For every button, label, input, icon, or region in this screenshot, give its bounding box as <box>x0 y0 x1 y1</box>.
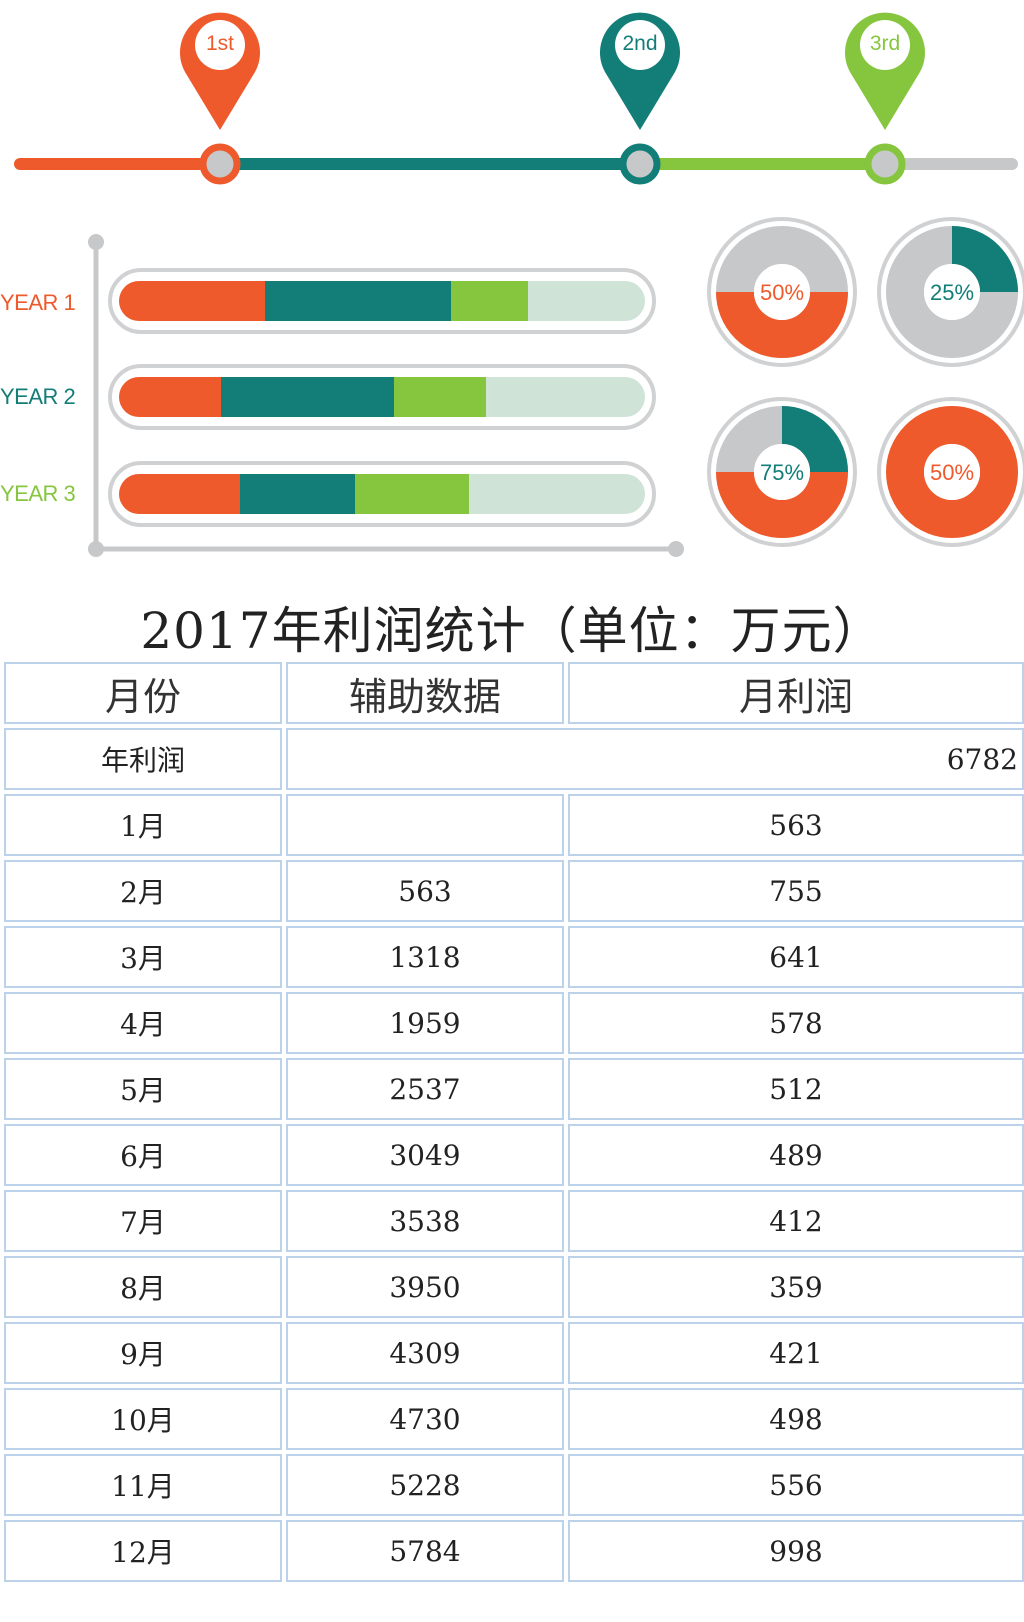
cell-aux: 2537 <box>286 1058 564 1120</box>
cell-month: 8月 <box>4 1256 282 1318</box>
cell-profit: 578 <box>568 992 1024 1054</box>
table-row: 2月 563 755 <box>4 860 1024 922</box>
cell-aux: 5228 <box>286 1454 564 1516</box>
table-row: 4月 1959 578 <box>4 992 1024 1054</box>
cell-aux: 1318 <box>286 926 564 988</box>
year-label-3: YEAR 3 <box>0 481 76 506</box>
cell-profit: 998 <box>568 1520 1024 1582</box>
header-aux: 辅助数据 <box>286 662 564 724</box>
cell-month: 11月 <box>4 1454 282 1516</box>
infographic: 1st 2nd 3rd YEAR 1 YEAR 2 YEAR 3 50% 25%… <box>0 0 1024 600</box>
donut-chart-2 <box>877 217 1024 367</box>
table-row: 7月 3538 412 <box>4 1190 1024 1252</box>
map-pin-icon <box>845 12 925 131</box>
donut-chart-3 <box>707 397 857 547</box>
year-total-value: 6782 <box>286 728 1024 790</box>
table-row: 3月 1318 641 <box>4 926 1024 988</box>
cell-month: 2月 <box>4 860 282 922</box>
year-label-1: YEAR 1 <box>0 290 76 315</box>
cell-month: 3月 <box>4 926 282 988</box>
pin-label-1st: 1st <box>205 32 234 55</box>
bar-axes <box>88 234 684 557</box>
donut-label-1: 50% <box>759 280 805 305</box>
cell-month: 12月 <box>4 1520 282 1582</box>
cell-month: 6月 <box>4 1124 282 1186</box>
profit-table-container: 月份 辅助数据 月利润 年利润 6782 1月 563 2月 563 755 3月 13… <box>0 658 1024 1586</box>
cell-aux <box>286 794 564 856</box>
cell-month: 10月 <box>4 1388 282 1450</box>
profit-table: 月份 辅助数据 月利润 年利润 6782 1月 563 2月 563 755 3月 13… <box>0 658 1024 1586</box>
cell-aux: 3950 <box>286 1256 564 1318</box>
progress-bar-year-1 <box>108 268 656 334</box>
cell-profit: 512 <box>568 1058 1024 1120</box>
infographic-graphics <box>14 12 1024 557</box>
cell-profit: 421 <box>568 1322 1024 1384</box>
table-row: 6月 3049 489 <box>4 1124 1024 1186</box>
cell-profit: 489 <box>568 1124 1024 1186</box>
cell-profit: 641 <box>568 926 1024 988</box>
table-row: 11月 5228 556 <box>4 1454 1024 1516</box>
cell-month: 4月 <box>4 992 282 1054</box>
header-month: 月份 <box>4 662 282 724</box>
pin-label-2nd: 2nd <box>622 32 658 55</box>
cell-aux: 5784 <box>286 1520 564 1582</box>
table-row: 9月 4309 421 <box>4 1322 1024 1384</box>
donut-label-2: 25% <box>929 280 975 305</box>
cell-profit: 498 <box>568 1388 1024 1450</box>
progress-bar-year-3 <box>108 461 656 527</box>
cell-month: 7月 <box>4 1190 282 1252</box>
timeline-node-2 <box>619 143 661 185</box>
table-row: 10月 4730 498 <box>4 1388 1024 1450</box>
pin-label-3rd: 3rd <box>869 32 901 55</box>
cell-month: 5月 <box>4 1058 282 1120</box>
cell-aux: 4730 <box>286 1388 564 1450</box>
page-title: 2017年利润统计（单位：万元） <box>140 602 884 660</box>
timeline-node-3 <box>864 143 906 185</box>
cell-aux: 1959 <box>286 992 564 1054</box>
cell-profit: 563 <box>568 794 1024 856</box>
cell-aux: 3049 <box>286 1124 564 1186</box>
progress-bar-year-2 <box>108 364 656 430</box>
cell-aux: 563 <box>286 860 564 922</box>
map-pin-icon <box>180 12 260 131</box>
cell-aux: 3538 <box>286 1190 564 1252</box>
timeline-node-1 <box>199 143 241 185</box>
year-total-row: 年利润 6782 <box>4 728 1024 790</box>
table-row: 1月 563 <box>4 794 1024 856</box>
timeline <box>14 143 1018 185</box>
table-row: 8月 3950 359 <box>4 1256 1024 1318</box>
cell-month: 9月 <box>4 1322 282 1384</box>
year-total-label: 年利润 <box>4 728 282 790</box>
table-row: 5月 2537 512 <box>4 1058 1024 1120</box>
donut-chart-4 <box>877 397 1024 547</box>
cell-aux: 4309 <box>286 1322 564 1384</box>
table-header-row: 月份 辅助数据 月利润 <box>4 662 1024 724</box>
donut-label-3: 75% <box>759 460 805 485</box>
table-row: 12月 5784 998 <box>4 1520 1024 1582</box>
cell-profit: 755 <box>568 860 1024 922</box>
cell-profit: 412 <box>568 1190 1024 1252</box>
donut-label-4: 50% <box>929 460 975 485</box>
cell-profit: 359 <box>568 1256 1024 1318</box>
map-pin-icon <box>600 12 680 131</box>
header-profit: 月利润 <box>568 662 1024 724</box>
cell-profit: 556 <box>568 1454 1024 1516</box>
cell-month: 1月 <box>4 794 282 856</box>
year-label-2: YEAR 2 <box>0 384 76 409</box>
donut-chart-1 <box>707 217 857 367</box>
